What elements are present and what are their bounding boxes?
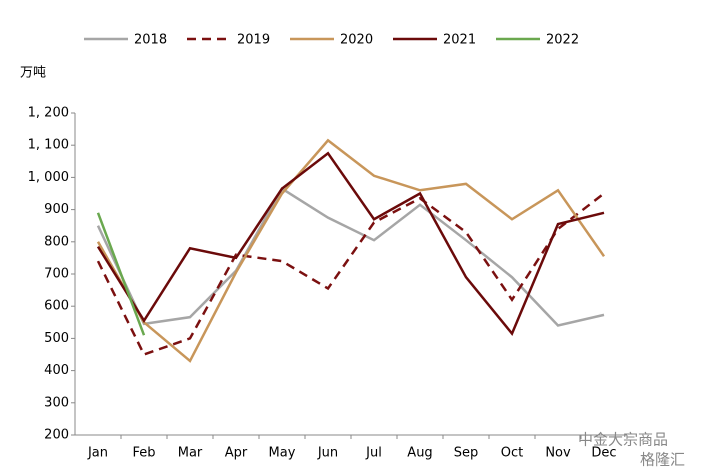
series-line <box>96 186 605 327</box>
x-tick-label: Mar <box>178 446 203 461</box>
legend-label: 2020 <box>340 33 373 48</box>
legend-label: 2021 <box>443 33 476 48</box>
x-tick-label: Sep <box>454 446 479 461</box>
y-tick-label: 400 <box>44 363 69 378</box>
x-tick-label: Jun <box>317 446 338 461</box>
y-tick-label: 600 <box>44 299 69 314</box>
legend-label: 2018 <box>134 33 167 48</box>
x-tick-label: Oct <box>501 446 523 461</box>
x-tick-label: May <box>269 446 296 461</box>
y-axis-label: 万吨 <box>20 66 46 81</box>
y-tick-label: 1, 200 <box>28 106 69 121</box>
x-tick-label: Jan <box>87 446 108 461</box>
x-tick-label: Apr <box>225 446 248 461</box>
x-tick-label: Nov <box>545 446 571 461</box>
x-tick-label: Aug <box>407 446 432 461</box>
y-tick-label: 200 <box>44 428 69 443</box>
series-line <box>96 151 605 336</box>
watermark: 格隆汇 <box>640 451 685 469</box>
series-line <box>96 138 606 363</box>
y-tick-label: 800 <box>44 234 69 249</box>
series-line <box>96 192 605 357</box>
y-tick-label: 300 <box>44 395 69 410</box>
y-tick-label: 700 <box>44 267 69 282</box>
y-tick-label: 900 <box>44 202 69 217</box>
y-tick-label: 1, 000 <box>28 170 69 185</box>
x-tick-label: Jul <box>365 446 382 461</box>
series-line <box>96 212 146 336</box>
y-tick-label: 500 <box>44 331 69 346</box>
legend-label: 2022 <box>546 33 579 48</box>
x-tick-label: Dec <box>591 446 616 461</box>
x-tick-label: Feb <box>132 446 155 461</box>
legend-label: 2019 <box>237 33 270 48</box>
y-tick-label: 1, 100 <box>28 138 69 153</box>
